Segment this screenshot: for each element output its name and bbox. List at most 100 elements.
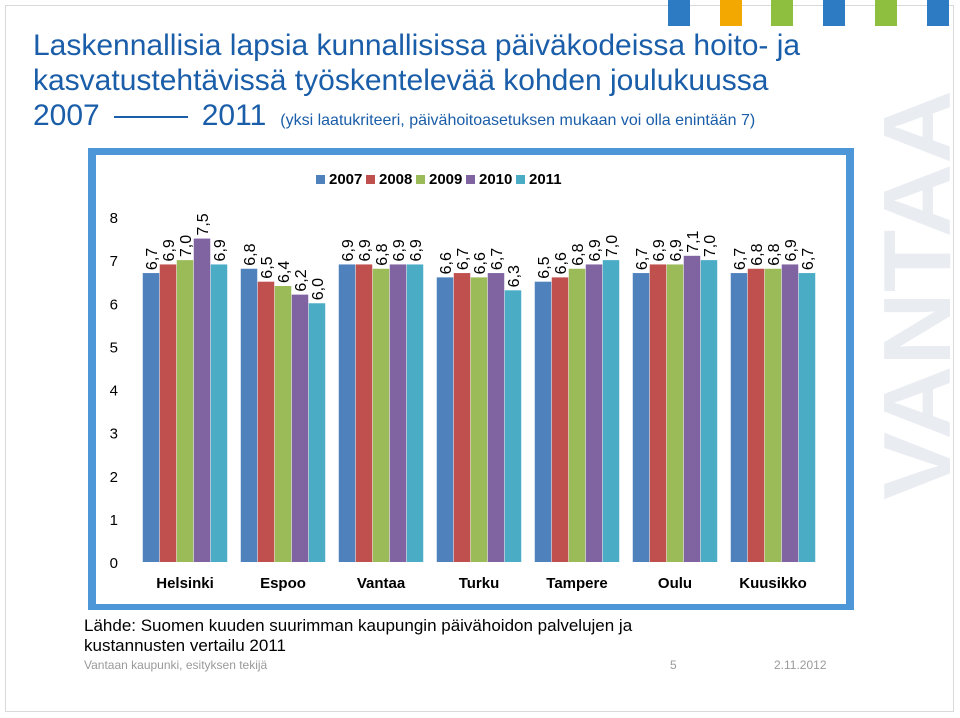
data-label: 6,9: [668, 239, 685, 261]
bar: [764, 268, 782, 562]
y-tick-label: 2: [110, 469, 118, 486]
legend-swatch: [366, 175, 375, 184]
data-label: 6,8: [570, 243, 587, 265]
bar: [798, 273, 816, 562]
data-label: 6,9: [783, 239, 800, 261]
bar: [585, 264, 603, 562]
data-label: 6,8: [242, 243, 259, 265]
bar: [406, 264, 424, 562]
bar: [602, 260, 620, 562]
x-category-label: Espoo: [260, 575, 306, 592]
x-category-label: Tampere: [546, 575, 607, 592]
bar: [176, 260, 194, 562]
x-category-label: Turku: [459, 575, 500, 592]
bar: [291, 294, 309, 562]
bar: [683, 255, 701, 562]
bar: [551, 277, 569, 562]
data-label: 6,9: [357, 239, 374, 261]
x-category-label: Helsinki: [156, 575, 214, 592]
data-label: 6,8: [749, 243, 766, 265]
data-label: 6,7: [144, 248, 161, 270]
footer-page-number: 5: [670, 658, 677, 672]
bar: [487, 273, 505, 562]
bar: [700, 260, 718, 562]
vantaa-watermark-logo: VANTAA: [870, 90, 960, 500]
legend-label: 2010: [479, 171, 512, 188]
bar: [730, 273, 748, 562]
bar: [747, 268, 765, 562]
title-dash: [113, 116, 188, 119]
data-label: 6,6: [553, 252, 570, 274]
data-label: 7,0: [178, 235, 195, 257]
title-line-3: 2007 2011 (yksi laatukriteeri, päivähoitoa…: [33, 98, 853, 138]
bar: [274, 286, 292, 562]
title-line-1: Laskennallisia lapsia kunnallisissa päiv…: [33, 29, 801, 62]
data-label: 6,7: [634, 248, 651, 270]
bar: [372, 268, 390, 562]
footer-organization: Vantaan kaupunki, esityksen tekijä: [84, 658, 268, 672]
bar: [436, 277, 454, 562]
title-year-start: 2007: [33, 99, 100, 132]
title-line-2: kasvatustehtävissä työskentelevää kohden…: [33, 64, 769, 97]
y-tick-label: 6: [110, 296, 118, 313]
watermark-text: VANTAA: [870, 90, 960, 500]
data-label: 6,8: [766, 243, 783, 265]
data-label: 6,7: [732, 248, 749, 270]
footer-date: 2.11.2012: [774, 658, 827, 672]
x-category-label: Oulu: [658, 575, 692, 592]
y-tick-label: 7: [110, 253, 118, 270]
legend-label: 2007: [329, 171, 362, 188]
x-category-label: Kuusikko: [739, 575, 807, 592]
square-3: [771, 0, 793, 26]
square-5: [875, 0, 897, 26]
data-label: 6,4: [276, 261, 293, 283]
data-label: 6,5: [536, 256, 553, 278]
title-subtitle: (yksi laatukriteeri, päivähoitoasetuksen…: [280, 112, 756, 129]
data-label: 6,8: [374, 243, 391, 265]
y-tick-label: 1: [110, 512, 118, 529]
y-tick-label: 8: [110, 210, 118, 227]
data-label: 6,9: [391, 239, 408, 261]
decorative-squares: [660, 0, 960, 26]
bar: [142, 273, 160, 562]
bar: [568, 268, 586, 562]
data-label: 6,6: [438, 252, 455, 274]
bar: [389, 264, 407, 562]
bar: [240, 268, 258, 562]
data-label: 6,2: [293, 269, 310, 291]
y-tick-label: 0: [110, 555, 118, 572]
data-label: 6,7: [489, 248, 506, 270]
source-line-2: kustannusten vertailu 2011: [84, 636, 286, 655]
y-tick-label: 3: [110, 426, 118, 443]
title-year-end: 2011: [201, 99, 267, 132]
data-label: 6,0: [310, 278, 327, 300]
bar: [504, 290, 522, 562]
bar: [470, 277, 488, 562]
source-note: Lähde: Suomen kuuden suurimman kaupungin…: [84, 616, 784, 656]
page-title: Laskennallisia lapsia kunnallisissa päiv…: [33, 28, 853, 138]
bar: [534, 281, 552, 562]
source-line-1: Lähde: Suomen kuuden suurimman kaupungin…: [84, 616, 633, 635]
legend-swatch: [466, 175, 475, 184]
bar: [308, 303, 326, 562]
legend-swatch: [316, 175, 325, 184]
square-1: [668, 0, 690, 26]
data-label: 6,7: [800, 248, 817, 270]
legend-swatch: [516, 175, 525, 184]
bar: [257, 281, 275, 562]
bar: [632, 273, 650, 562]
legend-label: 2011: [529, 171, 562, 188]
bar: [210, 264, 228, 562]
data-label: 7,0: [702, 235, 719, 257]
bar: [649, 264, 667, 562]
data-label: 7,5: [195, 213, 212, 235]
bar: [781, 264, 799, 562]
data-label: 6,9: [212, 239, 229, 261]
legend-swatch: [416, 175, 425, 184]
data-label: 6,9: [161, 239, 178, 261]
data-label: 6,9: [408, 239, 425, 261]
data-label: 7,0: [604, 235, 621, 257]
bar: [193, 238, 211, 562]
bar: [666, 264, 684, 562]
